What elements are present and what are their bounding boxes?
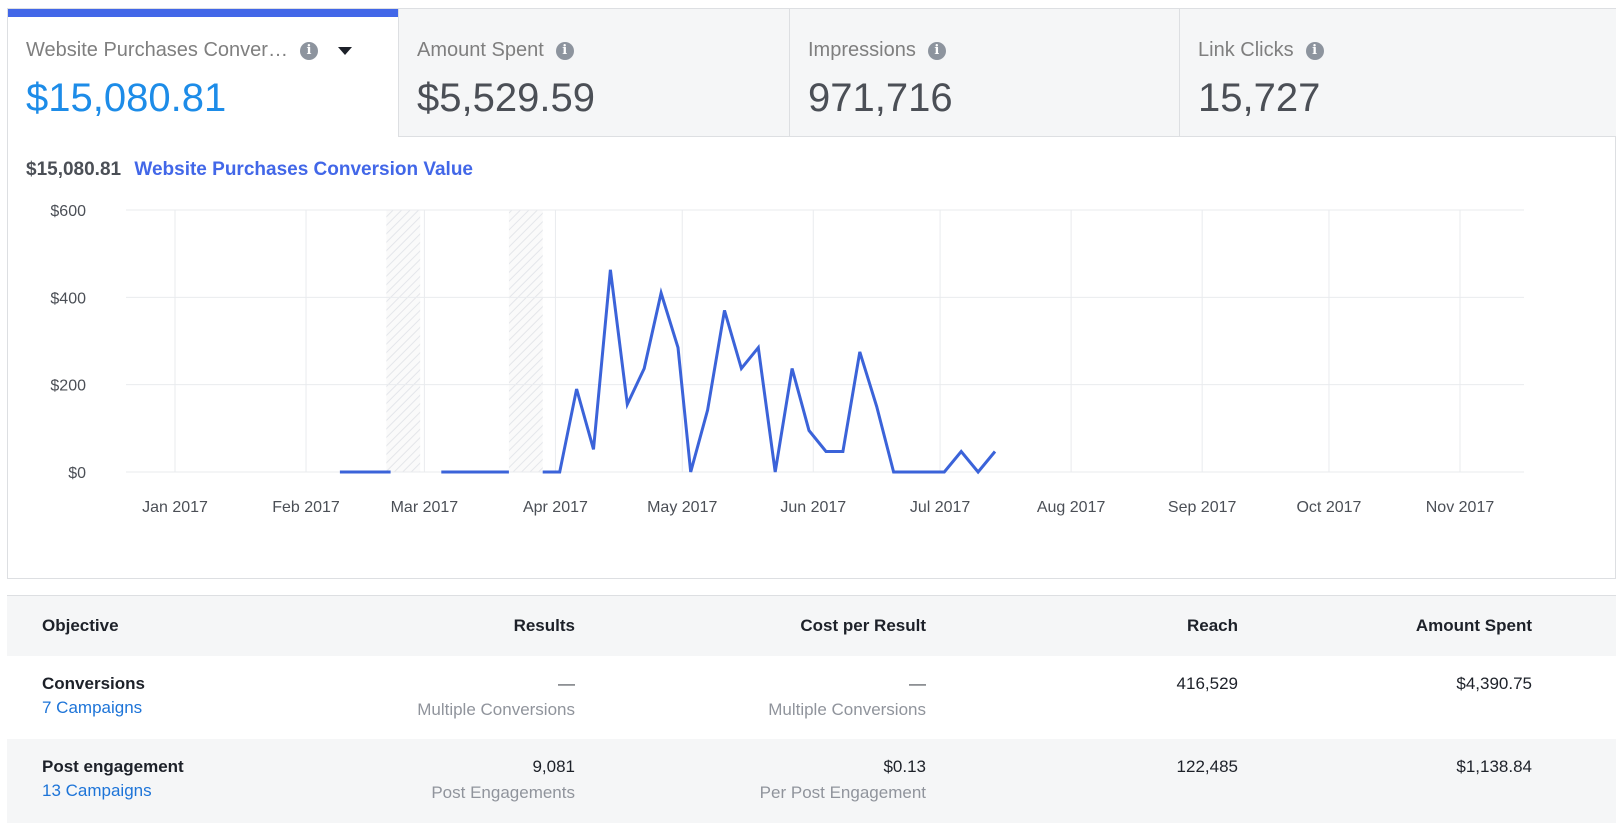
info-icon[interactable]: i (927, 41, 946, 60)
amount-spent-value: $1,138.84 (1456, 757, 1532, 776)
amount-spent-value: $4,390.75 (1456, 674, 1532, 693)
chart-metric-title: Website Purchases Conversion Value (134, 159, 473, 180)
column-header-amount-spent[interactable]: Amount Spent (1415, 616, 1532, 635)
cost-value: — (909, 674, 926, 693)
column-header-cost-per-result[interactable]: Cost per Result (800, 616, 926, 635)
tab-title: Website Purchases Conver… (26, 39, 288, 61)
table-row: Conversions 7 Campaigns — Multiple Conve… (7, 656, 1616, 740)
tab-value: 971,716 (808, 76, 953, 120)
x-tick-label: Sep 2017 (1168, 499, 1237, 516)
column-header-objective[interactable]: Objective (42, 616, 119, 635)
tab-label: Website Purchases Conver… i (26, 39, 352, 62)
series-line (542, 269, 997, 475)
results-value: — (558, 674, 575, 693)
objective-name: Conversions (42, 674, 145, 693)
cost-value: $0.13 (883, 757, 926, 776)
table-header: Objective Results Cost per Result Reach … (7, 596, 1616, 656)
x-tick-label: Oct 2017 (1296, 499, 1361, 516)
x-tick-label: Nov 2017 (1426, 499, 1495, 516)
tab-title: Link Clicks (1198, 39, 1294, 61)
x-tick-label: Aug 2017 (1037, 499, 1106, 516)
shaded-range (508, 210, 543, 472)
objective-name: Post engagement (42, 757, 184, 776)
x-tick-label: Jun 2017 (780, 499, 846, 516)
info-icon[interactable]: i (1305, 41, 1324, 60)
table-row: Post engagement 13 Campaigns 9,081 Post … (7, 739, 1616, 823)
info-icon[interactable]: i (299, 41, 318, 60)
tab-link-clicks[interactable]: Link Clicks i 15,727 (1179, 9, 1616, 137)
column-header-results[interactable]: Results (513, 616, 575, 635)
y-tick-label: $0 (68, 465, 86, 482)
tab-amount-spent[interactable]: Amount Spent i $5,529.59 (398, 9, 789, 137)
reach-value: 416,529 (1176, 674, 1238, 693)
tab-value: $5,529.59 (417, 76, 595, 120)
campaign-summary-table: Objective Results Cost per Result Reach … (7, 595, 1616, 823)
results-value: 9,081 (532, 757, 575, 776)
info-icon[interactable]: i (555, 41, 574, 60)
tab-value: 15,727 (1198, 76, 1321, 120)
cost-label: Multiple Conversions (768, 700, 926, 719)
results-label: Post Engagements (431, 783, 575, 802)
campaigns-link[interactable]: 7 Campaigns (42, 698, 143, 717)
x-tick-label: Apr 2017 (523, 499, 588, 516)
x-tick-label: Jan 2017 (142, 499, 208, 516)
shaded-range (386, 210, 421, 472)
line-chart: $600 $400 $200 $0 Jan 2017 Feb 2017 Mar 2017 Ap… (50, 203, 1524, 516)
insights-panel: Website Purchases Conver… i $15,080.81 A… (7, 8, 1616, 579)
tab-title: Amount Spent (417, 39, 544, 61)
active-tab-indicator (8, 9, 398, 17)
tab-label: Amount Spent i (417, 39, 574, 62)
cost-label: Per Post Engagement (759, 783, 926, 802)
x-tick-label: Mar 2017 (391, 499, 459, 516)
column-header-reach[interactable]: Reach (1186, 616, 1238, 635)
tab-value: $15,080.81 (26, 76, 227, 120)
tab-website-purchases[interactable]: Website Purchases Conver… i $15,080.81 (8, 9, 398, 137)
tab-label: Link Clicks i (1198, 39, 1324, 62)
tab-impressions[interactable]: Impressions i 971,716 (789, 9, 1179, 137)
chart-total: $15,080.81 (26, 159, 122, 180)
x-tick-label: Jul 2017 (910, 499, 971, 516)
campaigns-link[interactable]: 13 Campaigns (42, 781, 152, 800)
x-tick-label: Feb 2017 (272, 499, 340, 516)
results-label: Multiple Conversions (417, 700, 575, 719)
tab-title: Impressions (808, 39, 916, 61)
tab-label: Impressions i (808, 39, 946, 62)
y-tick-label: $200 (50, 378, 86, 395)
y-tick-label: $600 (50, 203, 86, 220)
x-tick-label: May 2017 (647, 499, 717, 516)
reach-value: 122,485 (1176, 757, 1238, 776)
caret-down-icon[interactable] (337, 46, 352, 55)
metric-tabs: Website Purchases Conver… i $15,080.81 A… (8, 9, 1616, 137)
y-tick-label: $400 (50, 290, 86, 307)
chart-header: $15,080.81 Website Purchases Conversion … (26, 159, 473, 181)
